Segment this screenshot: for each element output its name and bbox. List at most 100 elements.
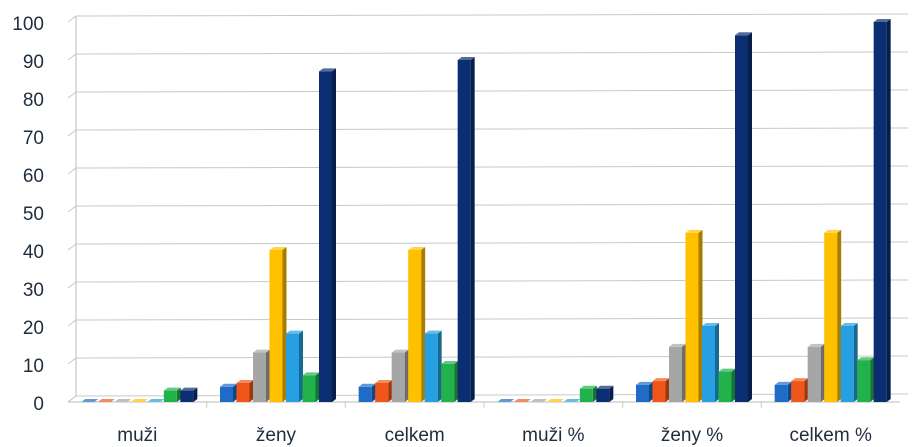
bar — [718, 371, 732, 402]
bar-side — [315, 372, 320, 402]
bar-side — [193, 387, 198, 402]
bar-side — [388, 380, 393, 402]
bar-top — [791, 378, 809, 382]
bar-top — [546, 399, 564, 402]
grid-line — [75, 317, 909, 321]
grid-line — [75, 279, 909, 283]
bar-side — [266, 349, 270, 402]
bar-top — [147, 399, 165, 402]
bar-side — [176, 387, 181, 402]
bar-side — [609, 385, 614, 402]
bar-top — [130, 399, 148, 402]
y-tick-label: 80 — [23, 90, 44, 111]
grid-line — [75, 13, 909, 17]
grid-line — [67, 53, 77, 61]
grid-line — [75, 89, 909, 93]
bar-top — [652, 378, 670, 382]
y-tick-label: 40 — [23, 242, 44, 263]
grid-line — [75, 393, 909, 397]
y-tick-label: 70 — [23, 128, 44, 149]
grid-line — [75, 51, 909, 55]
bar — [457, 60, 471, 402]
bar-side — [592, 385, 597, 402]
bar — [807, 346, 821, 402]
bar-top — [358, 383, 376, 387]
bar — [286, 333, 299, 402]
bar-top — [391, 349, 409, 353]
bar-top — [163, 387, 181, 391]
grid-line — [67, 357, 77, 365]
bar-top — [774, 381, 792, 385]
y-tick-label: 90 — [23, 52, 44, 73]
grid-line — [67, 395, 77, 403]
grid-line — [75, 127, 909, 131]
bar-top — [375, 380, 393, 383]
bar — [636, 384, 649, 402]
y-tick-label: 10 — [23, 356, 44, 377]
bar-top — [114, 399, 132, 402]
y-tick-label: 60 — [23, 166, 44, 187]
bar-top — [807, 343, 825, 347]
grid-line — [67, 15, 77, 23]
bar — [180, 390, 194, 402]
bar — [840, 326, 854, 402]
grid-line — [75, 203, 909, 207]
bar-top — [824, 229, 842, 233]
bar-side — [837, 229, 842, 402]
bar — [702, 326, 715, 402]
grid-line — [75, 355, 909, 359]
bar-top — [220, 383, 237, 387]
bar-side — [787, 381, 792, 402]
bar-side — [853, 323, 858, 402]
bar-side — [870, 357, 875, 402]
bar — [596, 388, 610, 402]
y-tick-label: 50 — [23, 204, 44, 225]
bar — [685, 232, 699, 402]
y-tick-label: 20 — [23, 318, 44, 339]
bar — [441, 364, 455, 402]
bar — [375, 383, 389, 402]
bar — [302, 375, 316, 402]
bar-side — [249, 380, 254, 402]
x-tick-label: muži — [117, 425, 157, 446]
grid-line — [67, 243, 77, 251]
grid-line — [67, 167, 77, 175]
y-tick-label: 100 — [12, 14, 44, 35]
bar — [791, 381, 805, 402]
bar-top — [513, 399, 531, 402]
grid-line — [67, 319, 77, 327]
bar-top — [702, 323, 719, 326]
bar — [358, 386, 372, 402]
bar — [652, 381, 666, 402]
bar-top — [269, 247, 287, 250]
bar-side — [332, 68, 336, 403]
bar — [669, 346, 682, 402]
bar-top — [253, 349, 270, 353]
x-tick-label: celkem % — [789, 425, 871, 446]
grid-line — [75, 241, 909, 245]
grid-line — [67, 129, 77, 137]
bar — [774, 384, 788, 402]
bar-side — [649, 381, 653, 402]
bar-top — [180, 387, 198, 391]
bar-side — [731, 368, 736, 402]
bar-top — [457, 57, 475, 60]
bar-top — [718, 368, 736, 372]
bar-top — [596, 385, 614, 389]
grid-line — [67, 205, 77, 213]
bar-top — [302, 372, 320, 376]
x-tick-label: ženy — [256, 425, 297, 446]
bar-top — [236, 380, 254, 383]
bar-side — [437, 330, 442, 402]
bar — [408, 250, 422, 402]
grid-line — [67, 281, 77, 289]
bar-top — [857, 357, 875, 361]
x-tick-label: celkem — [385, 425, 445, 446]
bar — [236, 383, 250, 402]
bar-top — [669, 343, 686, 347]
bar — [857, 360, 871, 402]
bar-top — [530, 399, 548, 402]
y-tick-label: 0 — [33, 394, 44, 415]
bar — [424, 333, 438, 402]
